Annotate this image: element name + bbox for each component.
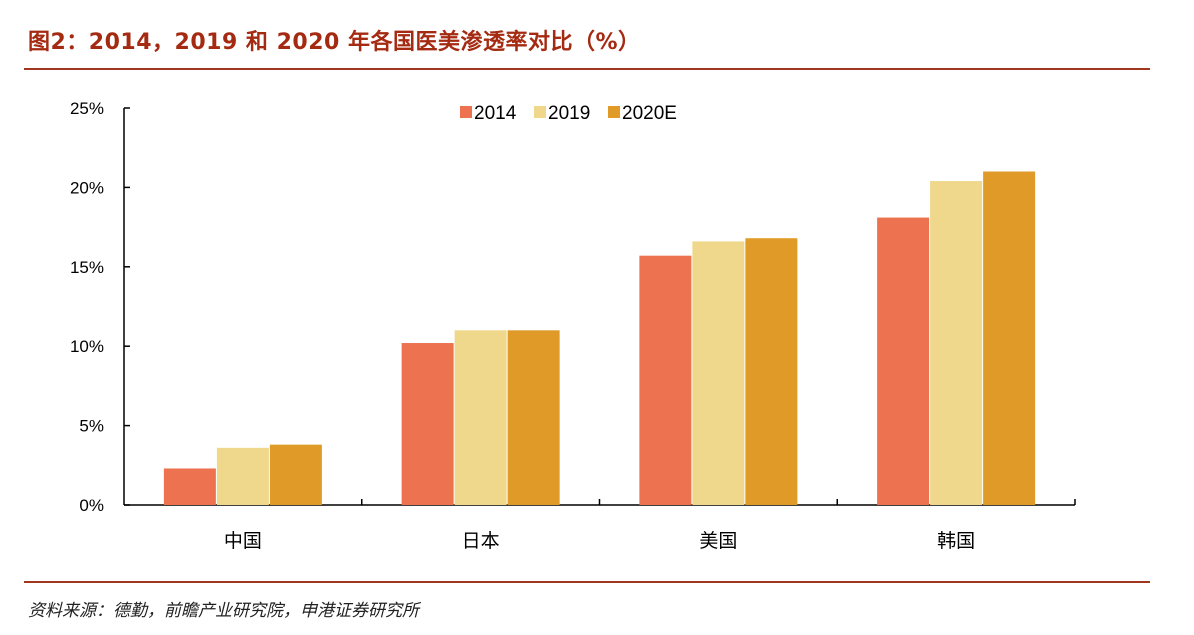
y-tick-label: 25% — [70, 99, 104, 118]
y-tick-label: 10% — [70, 337, 104, 356]
legend-swatch-2020E — [608, 106, 620, 118]
legend-label: 2020E — [622, 103, 677, 124]
title-divider — [24, 68, 1150, 70]
figure-title: 图2：2014，2019 和 2020 年各国医美渗透率对比（%） — [28, 30, 641, 55]
legend: 2014 2019 2020E — [460, 103, 677, 124]
y-tick-label: 15% — [70, 258, 104, 277]
legend-swatch-2019 — [534, 106, 546, 118]
bar-2019-3 — [930, 181, 983, 505]
y-tick-label: 20% — [70, 178, 104, 197]
source-note: 资料来源：德勤，前瞻产业研究院，申港证券研究所 — [28, 601, 419, 621]
legend-swatch-2014 — [460, 106, 472, 118]
bar-2020E-2 — [745, 238, 798, 505]
bar-2020E-3 — [983, 171, 1036, 505]
bar-2020E-1 — [507, 330, 560, 505]
y-tick-label: 0% — [79, 496, 104, 515]
bar-2019-2 — [692, 241, 745, 505]
bar-2020E-0 — [269, 444, 322, 505]
y-tick-label: 5% — [79, 417, 104, 436]
x-tick-label: 中国 — [224, 530, 262, 552]
bar-2014-0 — [163, 468, 216, 505]
source-divider — [24, 581, 1150, 583]
bar-2014-3 — [877, 217, 930, 505]
bars — [163, 171, 1036, 505]
bar-2014-1 — [401, 343, 454, 505]
bar-2019-1 — [454, 330, 507, 505]
bar-chart: 0% 5% 10% 15% 20% 25% 中国 日本 美国 韩国 2014 2019 2020E — [70, 99, 1076, 552]
x-tick-label: 美国 — [699, 530, 737, 552]
bar-2014-2 — [639, 255, 692, 505]
legend-label: 2014 — [474, 103, 517, 124]
legend-label: 2019 — [548, 103, 590, 124]
bar-2019-0 — [216, 447, 269, 505]
x-tick-label: 韩国 — [937, 530, 975, 552]
x-tick-label: 日本 — [462, 530, 500, 552]
